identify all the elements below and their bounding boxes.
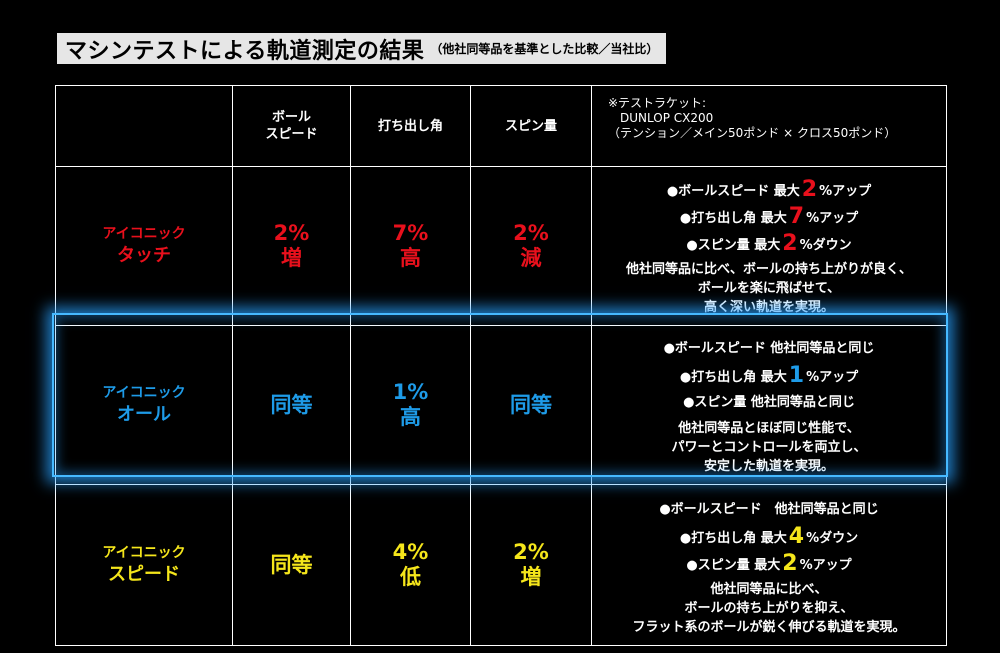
launch-angle-value: 1% 高	[350, 325, 471, 485]
launch-angle-value: 4% 低	[350, 484, 471, 646]
bullet-text: ●スピン量 他社同等品と同じ	[683, 394, 855, 410]
spin-value: 2% 減	[470, 166, 592, 326]
description-line: 高く深い軌道を実現。	[703, 299, 834, 315]
bullet-item: ●打ち出し角 最大1 %アップ	[592, 362, 946, 389]
bullet-suffix: %ダウン	[806, 530, 859, 546]
spin-value: 2% 増	[470, 484, 592, 646]
value-main: 2%	[273, 221, 310, 245]
description-line: 他社同等品に比べ、	[710, 581, 828, 597]
bullet-suffix: %アップ	[806, 369, 859, 385]
bullet-item: ●ボールスピード 他社同等品と同じ	[592, 496, 946, 523]
bullet-suffix: %ダウン	[799, 237, 852, 253]
description-line: パワーとコントロールを両立し、	[671, 439, 867, 455]
row-touch: アイコニック タッチ 2% 増 7% 高 2% 減 ●ボールスピード 最大2 %ア…	[55, 166, 947, 326]
bullet-text: ●打ち出し角 最大	[679, 210, 787, 226]
value-sub: 減	[520, 246, 542, 270]
ball-speed-value: 同等	[232, 325, 351, 485]
description-line: 他社同等品とほぼ同じ性能で、	[678, 420, 860, 436]
ball-speed-value: 2% 増	[232, 166, 351, 326]
bullet-item: ●スピン量 最大2 %アップ	[592, 550, 946, 577]
bullet-item: ●ボールスピード 最大2 %アップ	[592, 176, 946, 203]
description-line: フラット系のボールが鋭く伸びる軌道を実現。	[632, 619, 906, 635]
value-main: 2%	[513, 221, 549, 245]
description-paragraph: 他社同等品に比べ、ボールの持ち上がりが良く、 ボールを楽に飛ばせて、 高く深い軌…	[592, 260, 946, 317]
ball-speed-value: 同等	[232, 484, 351, 646]
value-main: 4%	[392, 540, 429, 564]
spin-value: 同等	[470, 325, 592, 485]
bullet-suffix: %アップ	[799, 557, 852, 573]
product-name-cell: アイコニック オール	[55, 325, 233, 485]
bullet-item: ●打ち出し角 最大7 %アップ	[592, 203, 946, 230]
bullet-number: 7	[788, 203, 805, 229]
value-main: 同等	[510, 392, 552, 417]
page-subtitle: （他社同等品を基準とした比較／当社比）	[430, 42, 659, 56]
bullet-text: ●スピン量 最大	[686, 557, 781, 573]
bullet-text: ●打ち出し角 最大	[679, 530, 787, 546]
header-empty-cell	[55, 85, 233, 167]
description-line: ボールを楽に飛ばせて、	[697, 280, 841, 296]
bullet-number: 4	[788, 523, 805, 549]
bullet-number: 1	[788, 362, 805, 388]
product-name-small: アイコニック	[102, 385, 186, 401]
value-main: 同等	[270, 392, 313, 417]
header-ball-speed: ボール スピード	[232, 85, 351, 167]
value-main: 1%	[392, 380, 429, 404]
bullet-text: ●スピン量 最大	[686, 237, 781, 253]
product-name-large: タッチ	[117, 245, 171, 266]
product-name-large: オール	[117, 404, 171, 425]
product-name-cell: アイコニック タッチ	[55, 166, 233, 326]
value-sub: 低	[400, 565, 421, 589]
value-main: 同等	[270, 552, 313, 577]
bullet-suffix: %アップ	[806, 210, 859, 226]
product-name-cell: アイコニック スピード	[55, 484, 233, 646]
bullet-number: 2	[801, 176, 818, 202]
value-sub: 高	[400, 405, 421, 429]
note-line-3: （テンション／メイン50ポンド × クロス50ポンド）	[608, 126, 897, 140]
description-cell: ●ボールスピード 最大2 %アップ ●打ち出し角 最大7 %アップ ●スピン量 最大…	[591, 166, 947, 326]
bullet-text: ●ボールスピード 他社同等品と同じ	[663, 340, 875, 356]
bullet-suffix: %アップ	[819, 183, 872, 199]
product-name-small: アイコニック	[102, 226, 186, 242]
header-ball-speed-line1: ボール	[271, 110, 311, 125]
value-main: 2%	[513, 540, 549, 564]
description-line: ボールの持ち上がりを抑え、	[684, 600, 854, 616]
bullet-item: ●スピン量 他社同等品と同じ	[592, 389, 946, 416]
value-sub: 増	[520, 565, 542, 589]
bullet-number: 2	[782, 230, 798, 256]
bullet-item: ●スピン量 最大2 %ダウン	[592, 230, 946, 257]
bullet-text: ●打ち出し角 最大	[679, 369, 787, 385]
bullet-text: ●ボールスピード 他社同等品と同じ	[659, 501, 879, 517]
header-test-note: ※テストラケット: DUNLOP CX200 （テンション／メイン50ポンド ×…	[591, 85, 947, 167]
bullet-item: ●打ち出し角 最大4 %ダウン	[592, 523, 946, 550]
value-main: 7%	[392, 221, 429, 245]
value-sub: 増	[281, 246, 302, 270]
bullet-text: ●ボールスピード 最大	[666, 183, 800, 199]
header-launch-angle: 打ち出し角	[350, 85, 471, 167]
product-name-large: スピード	[108, 564, 180, 585]
row-all: アイコニック オール 同等 1% 高 同等 ●ボールスピード 他社同等品と同じ …	[55, 325, 947, 485]
description-paragraph: 他社同等品に比べ、 ボールの持ち上がりを抑え、 フラット系のボールが鋭く伸びる軌…	[592, 580, 946, 637]
bullet-number: 2	[782, 550, 798, 576]
description-line: 他社同等品に比べ、ボールの持ち上がりが良く、	[625, 261, 912, 277]
row-speed: アイコニック スピード 同等 4% 低 2% 増 ●ボールスピード 他社同等品と…	[55, 484, 947, 646]
results-table: ボール スピード 打ち出し角 スピン量 ※テストラケット: DUNLOP CX2…	[55, 85, 947, 646]
page-title: マシンテストによる軌道測定の結果	[65, 38, 425, 64]
description-line: 安定した軌道を実現。	[703, 458, 834, 474]
header-row: ボール スピード 打ち出し角 スピン量 ※テストラケット: DUNLOP CX2…	[55, 85, 947, 167]
description-cell: ●ボールスピード 他社同等品と同じ ●打ち出し角 最大4 %ダウン ●スピン量 最…	[591, 484, 947, 646]
description-cell: ●ボールスピード 他社同等品と同じ ●打ち出し角 最大1 %アップ ●スピン量 他…	[591, 325, 947, 485]
value-sub: 高	[400, 246, 421, 270]
bullet-item: ●ボールスピード 他社同等品と同じ	[592, 335, 946, 362]
launch-angle-value: 7% 高	[350, 166, 471, 326]
header-ball-speed-line2: スピード	[265, 127, 318, 142]
header-spin: スピン量	[470, 85, 592, 167]
note-line-1: ※テストラケット:	[608, 96, 707, 110]
product-name-small: アイコニック	[102, 545, 186, 561]
note-line-2: DUNLOP CX200	[620, 111, 714, 125]
title-bar: マシンテストによる軌道測定の結果 （他社同等品を基準とした比較／当社比）	[57, 33, 667, 64]
description-paragraph: 他社同等品とほぼ同じ性能で、 パワーとコントロールを両立し、 安定した軌道を実現…	[592, 419, 946, 476]
